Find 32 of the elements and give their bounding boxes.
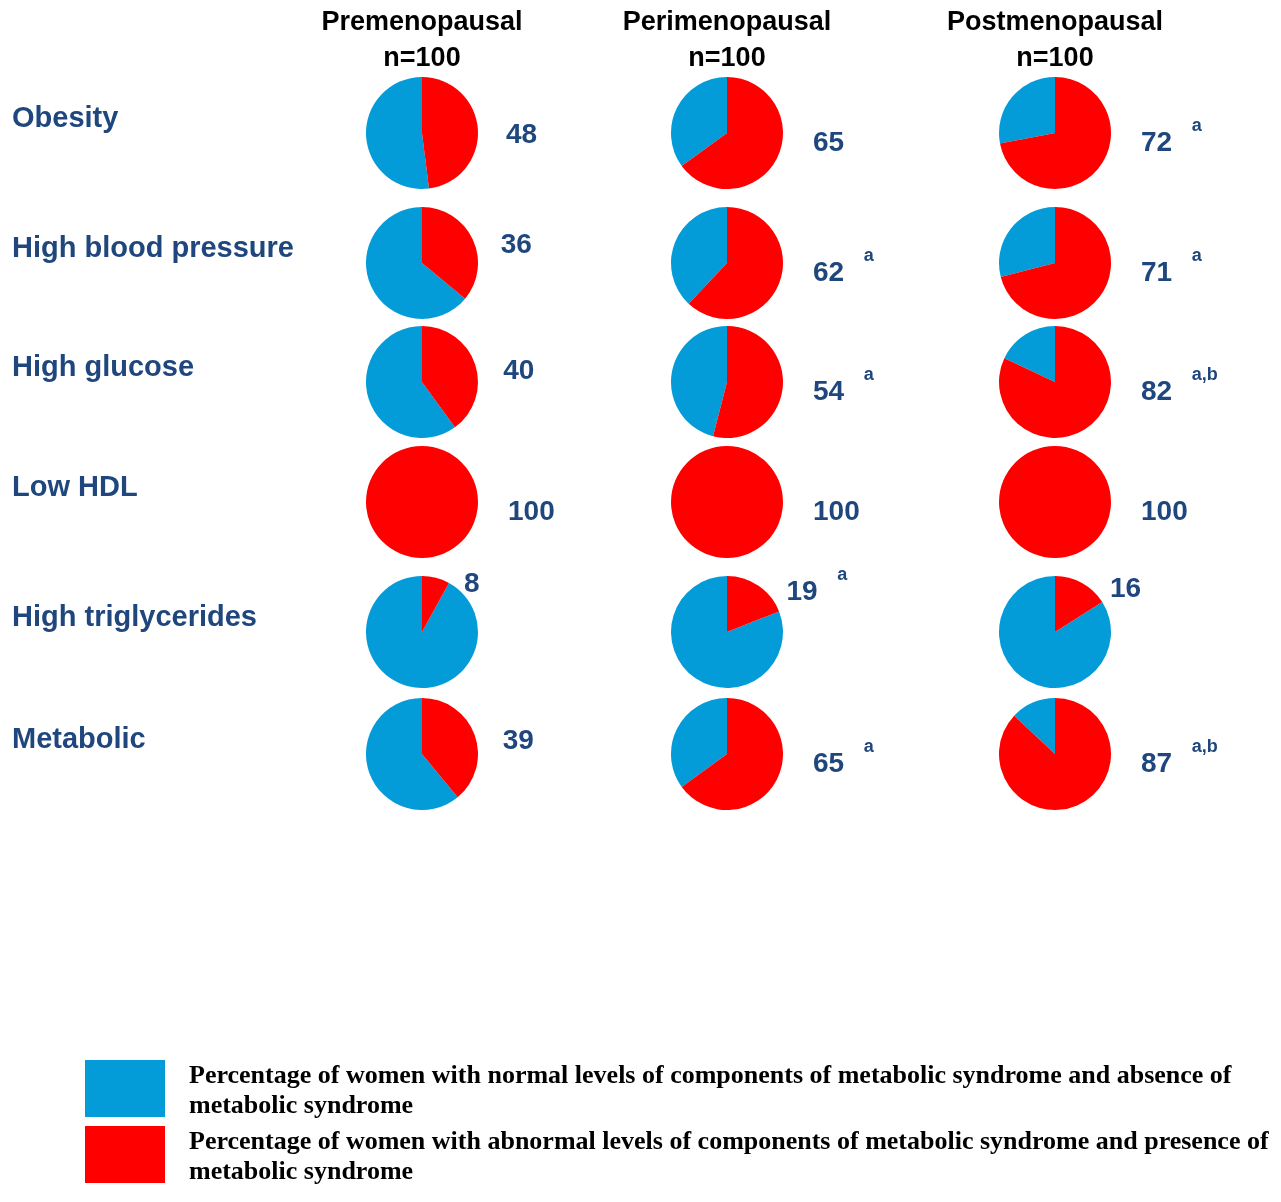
chart-subtitle: n=100 bbox=[1015, 42, 1095, 73]
data-label: 62 a bbox=[813, 245, 875, 287]
data-label: 39 bbox=[502, 724, 534, 756]
legend-label: Percentage of women with abnormal levels of components of metabolic syndrome and presence of metabolic syndrome bbox=[189, 1126, 1270, 1186]
data-label: 36 bbox=[500, 228, 532, 260]
data-label: 8 bbox=[463, 566, 480, 598]
data-label: 19 a bbox=[786, 563, 849, 606]
data-label: 100 bbox=[1141, 495, 1188, 526]
text: High triglycerides bbox=[12, 600, 257, 633]
chart-title: Postmenopausal bbox=[945, 6, 1165, 37]
data-label: 100 bbox=[813, 495, 860, 526]
data-label: 87 a,b bbox=[1141, 736, 1218, 778]
data-label: 65 a bbox=[813, 736, 875, 778]
chart-subtitle: n=100 bbox=[687, 42, 767, 73]
text: High glucose bbox=[12, 350, 195, 383]
data-label: 82 a,b bbox=[1141, 364, 1218, 406]
data-label: 54 a bbox=[813, 364, 875, 406]
text: Metabolic bbox=[12, 722, 146, 755]
text: Low HDL bbox=[12, 470, 138, 503]
data-label: 71 a bbox=[1141, 245, 1203, 287]
data-label: 65 bbox=[813, 126, 845, 157]
chart-title: Premenopausal bbox=[320, 6, 524, 37]
data-label: 100 bbox=[508, 495, 555, 526]
data-label: 72 a bbox=[1141, 115, 1203, 157]
chart-subtitle: n=100 bbox=[382, 42, 462, 73]
text: High blood pressure bbox=[12, 231, 294, 264]
data-label: 16 bbox=[1109, 571, 1142, 603]
data-label: 40 bbox=[503, 353, 535, 385]
legend-label: Percentage of women with normal levels of components of metabolic syndrome and absence of metabolic syndrome bbox=[189, 1060, 1233, 1120]
text: Obesity bbox=[12, 101, 119, 134]
data-label: 48 bbox=[505, 118, 538, 150]
chart-title: Perimenopausal bbox=[621, 6, 833, 37]
